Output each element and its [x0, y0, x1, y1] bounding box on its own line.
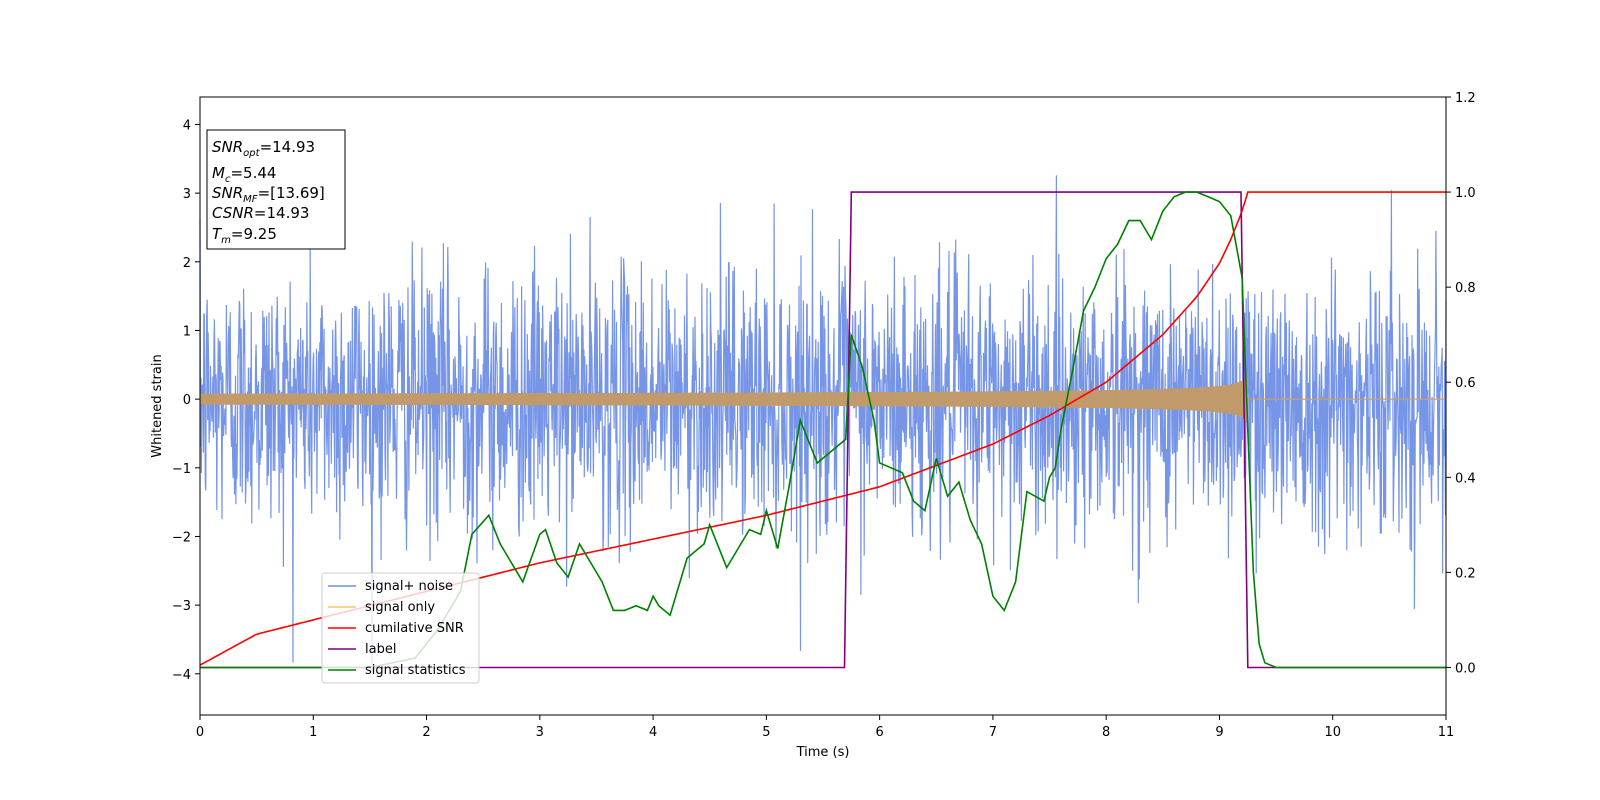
y-right-tick-label: 0.6: [1455, 376, 1476, 391]
y-tick-label: −3: [172, 599, 191, 614]
line-signal-statistics: [200, 191, 1446, 669]
x-tick-label: 8: [1102, 725, 1110, 740]
x-axis-label: Time (s): [796, 745, 850, 760]
x-axis-ticks: 0 1 2 3 4 5 6 7 8 9 10 11: [196, 715, 1454, 740]
plot-frame: [199, 96, 1447, 716]
y-tick-label: 4: [183, 118, 191, 133]
y-axis-ticks: −4 −3 −2 −1 0 1 2 3 4: [172, 118, 200, 683]
y-right-tick-label: 0.0: [1455, 661, 1476, 676]
annotation-snr-opt: SNRopt=14.93: [212, 138, 315, 159]
y-right-tick-label: 0.8: [1455, 281, 1476, 296]
y-right-tick-label: 1.0: [1455, 186, 1476, 201]
annotation-box: SNRopt=14.93 Mc=5.44 SNRMF=[13.69] CSNR=…: [206, 129, 346, 250]
x-tick-label: 2: [422, 725, 430, 740]
y-right-tick-label: 0.2: [1455, 566, 1476, 581]
x-tick-label: 1: [309, 725, 317, 740]
x-tick-label: 0: [196, 725, 204, 740]
x-tick-label: 9: [1215, 725, 1223, 740]
band-signal-only: [200, 373, 1248, 425]
annotation-mc: Mc=5.44: [212, 164, 276, 185]
y-right-tick-label: 0.4: [1455, 471, 1476, 486]
line-signal-plus-noise: [199, 175, 1447, 673]
legend-frame: [321, 572, 480, 684]
x-tick-label: 10: [1324, 725, 1341, 740]
legend-label-label: label: [365, 642, 396, 657]
annotation-csnr: CSNR=14.93: [212, 204, 309, 222]
x-tick-label: 4: [649, 725, 657, 740]
annotation-snr-mf: SNRMF=[13.69]: [212, 184, 325, 205]
x-tick-label: 11: [1438, 725, 1455, 740]
y-tick-label: 0: [183, 393, 191, 408]
series-signal-only: [199, 373, 1446, 425]
y-right-axis-ticks: 0.0 0.2 0.4 0.6 0.8 1.0 1.2: [1446, 91, 1476, 676]
y-axis-label: Whitened strain: [150, 354, 165, 457]
legend-label-signal-statistics: signal statistics: [365, 663, 466, 678]
annotation-tm: Tm=9.25: [212, 225, 277, 246]
y-tick-label: 3: [183, 187, 191, 202]
x-tick-label: 3: [536, 725, 544, 740]
legend-label-signal-only: signal only: [365, 600, 435, 615]
y-right-tick-label: 1.2: [1455, 91, 1476, 106]
x-tick-label: 6: [875, 725, 883, 740]
y-tick-label: −4: [172, 668, 191, 683]
annotation-frame: [206, 129, 346, 250]
y-tick-label: 2: [183, 256, 191, 271]
series-signal-plus-noise: [199, 175, 1447, 673]
series-signal-statistics: [200, 191, 1446, 669]
legend-label-signal-plus-noise: signal+ noise: [365, 579, 453, 594]
legend: signal+ noise signal only cumilative SNR…: [321, 572, 480, 684]
legend-label-cumulative-snr: cumilative SNR: [365, 621, 464, 636]
y-tick-label: −1: [172, 462, 191, 477]
x-tick-label: 5: [762, 725, 770, 740]
x-tick-label: 7: [989, 725, 997, 740]
y-tick-label: −2: [172, 530, 191, 545]
y-tick-label: 1: [183, 324, 191, 339]
